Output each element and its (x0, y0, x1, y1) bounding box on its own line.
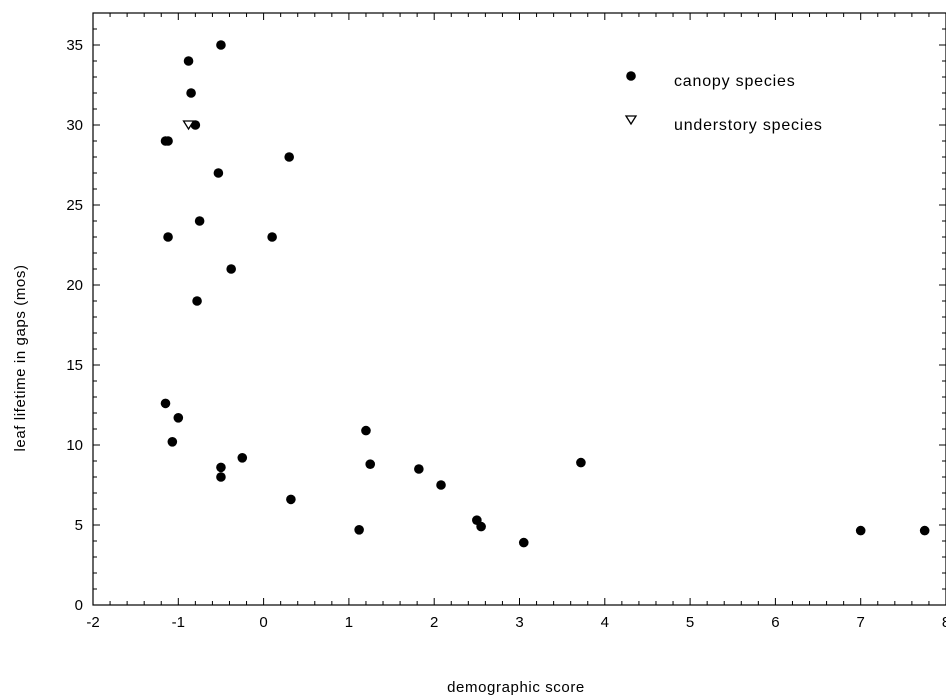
y-axis: 0 5 10 15 20 25 30 35 (66, 12, 946, 614)
point-canopy (163, 232, 173, 242)
x-tick-label: 8 (942, 614, 946, 631)
x-tick-label: -1 (172, 614, 185, 631)
point-canopy (194, 216, 205, 226)
x-axis-title: demographic score (447, 679, 585, 696)
point-canopy (284, 152, 294, 162)
point-canopy (183, 56, 194, 66)
legend-marker-canopy (626, 71, 636, 81)
y-tick-label: 10 (66, 437, 83, 454)
point-canopy (576, 457, 586, 468)
point-canopy (237, 453, 248, 463)
point-understory (182, 120, 195, 131)
x-tick-label: 5 (686, 614, 694, 631)
point-canopy (436, 480, 446, 490)
point-canopy (267, 232, 277, 242)
point-canopy (414, 464, 424, 474)
legend: canopy species understory species (624, 71, 823, 134)
point-canopy (216, 40, 226, 50)
x-axis: -2 -1 0 1 2 3 4 5 6 7 8 (86, 13, 946, 631)
point-canopy (167, 437, 178, 447)
point-canopy (226, 264, 236, 274)
point-canopy (855, 525, 866, 536)
point-canopy (173, 413, 184, 423)
x-tick-label: -2 (86, 614, 99, 631)
point-canopy (163, 136, 173, 146)
point-canopy (354, 525, 364, 535)
point-canopy (286, 494, 296, 505)
point-canopy (365, 459, 376, 470)
legend-marker-understory (624, 115, 638, 126)
y-tick-label: 5 (75, 517, 83, 534)
point-canopy (192, 296, 202, 306)
x-tick-label: 0 (259, 614, 267, 631)
point-canopy (518, 537, 529, 548)
y-tick-label: 15 (66, 357, 83, 374)
point-canopy (160, 398, 171, 409)
point-canopy (476, 521, 486, 532)
x-tick-label: 1 (345, 614, 353, 631)
point-canopy (186, 88, 196, 98)
plot-frame (92, 12, 946, 606)
legend-label-canopy: canopy species (674, 73, 796, 90)
point-canopy (361, 425, 371, 436)
y-tick-label: 25 (66, 197, 83, 214)
point-canopy (919, 525, 930, 536)
y-tick-label: 35 (66, 37, 83, 54)
y-tick-label: 0 (75, 597, 83, 614)
data-points (160, 40, 930, 548)
point-canopy (216, 472, 226, 482)
x-tick-label: 7 (857, 614, 865, 631)
y-tick-label: 30 (66, 117, 83, 134)
x-tick-label: 2 (430, 614, 438, 631)
y-tick-label: 20 (66, 277, 83, 294)
legend-label-understory: understory species (674, 117, 823, 134)
point-canopy (216, 462, 226, 473)
x-tick-label: 4 (601, 614, 609, 631)
point-canopy (213, 168, 224, 178)
x-tick-label: 3 (515, 614, 523, 631)
y-axis-title: leaf lifetime in gaps (mos) (12, 264, 29, 451)
x-tick-label: 6 (771, 614, 779, 631)
